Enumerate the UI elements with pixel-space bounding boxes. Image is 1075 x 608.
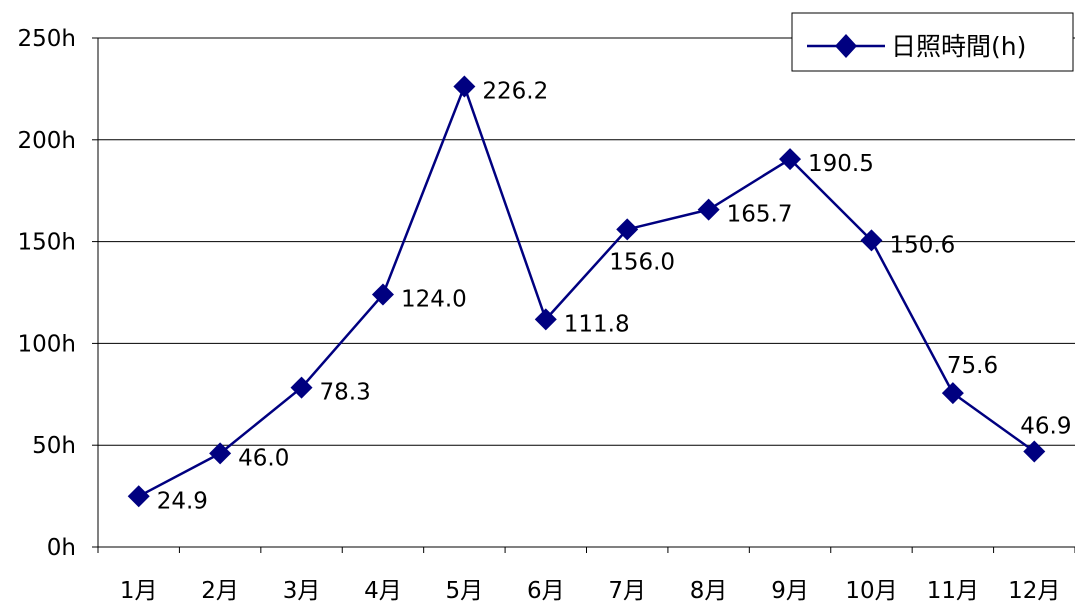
data-label: 78.3 — [320, 380, 371, 406]
x-tick-label: 7月 — [608, 578, 646, 604]
legend: 日照時間(h) — [791, 12, 1074, 72]
y-tick-label: 100h — [18, 331, 76, 357]
x-tick-label: 9月 — [771, 578, 809, 604]
x-tick-label: 2月 — [201, 578, 239, 604]
data-point-marker — [209, 442, 232, 465]
data-label: 226.2 — [482, 78, 548, 104]
y-tick-label: 150h — [18, 230, 76, 256]
data-label: 75.6 — [947, 353, 998, 379]
y-tick-label: 0h — [47, 535, 76, 561]
x-tick-labels: 1月 2月 3月 4月 5月 6月 7月 8月 9月 10月 11月 12月 — [120, 578, 1061, 604]
data-point-marker — [941, 382, 964, 405]
x-tick-label: 12月 — [1008, 578, 1060, 604]
x-tick-label: 5月 — [446, 578, 484, 604]
data-point-marker — [290, 376, 313, 399]
data-point-marker — [697, 198, 720, 221]
series-line-path — [138, 85, 1036, 498]
data-label: 24.9 — [157, 488, 208, 514]
x-tick-label: 4月 — [364, 578, 402, 604]
data-label: 46.0 — [238, 445, 289, 471]
series-line — [127, 75, 1046, 508]
x-tick-label: 11月 — [927, 578, 979, 604]
data-labels: 24.9 46.0 78.3 124.0 226.2 111.8 156.0 165.7 190… — [157, 78, 1072, 514]
y-tick-label: 50h — [32, 433, 76, 459]
x-tick-label: 3月 — [283, 578, 321, 604]
data-label: 124.0 — [401, 287, 467, 313]
legend-label: 日照時間(h) — [891, 32, 1026, 61]
x-tick-label: 6月 — [527, 578, 565, 604]
x-tick-label: 1月 — [120, 578, 158, 604]
data-point-marker — [616, 218, 639, 241]
x-tick-label: 10月 — [845, 578, 897, 604]
data-point-marker — [534, 308, 557, 331]
y-tick-label: 200h — [18, 128, 76, 154]
x-tick-label: 8月 — [690, 578, 728, 604]
data-label: 150.6 — [889, 232, 955, 258]
data-point-marker — [453, 75, 476, 98]
y-tick-labels: 0h 50h 100h 150h 200h 250h — [18, 26, 76, 561]
data-label: 190.5 — [808, 151, 874, 177]
data-label: 111.8 — [564, 311, 630, 337]
data-point-marker — [779, 148, 802, 171]
axes — [92, 37, 1075, 553]
y-tick-label: 250h — [18, 26, 76, 52]
data-point-marker — [371, 283, 394, 306]
data-label: 156.0 — [609, 249, 675, 275]
data-label: 46.9 — [1020, 414, 1071, 440]
gridlines — [98, 37, 1075, 446]
data-point-marker — [1023, 440, 1046, 463]
data-label: 165.7 — [727, 202, 793, 228]
legend-diamond-marker — [835, 34, 857, 58]
data-point-marker — [127, 485, 150, 508]
data-point-marker — [860, 229, 883, 252]
